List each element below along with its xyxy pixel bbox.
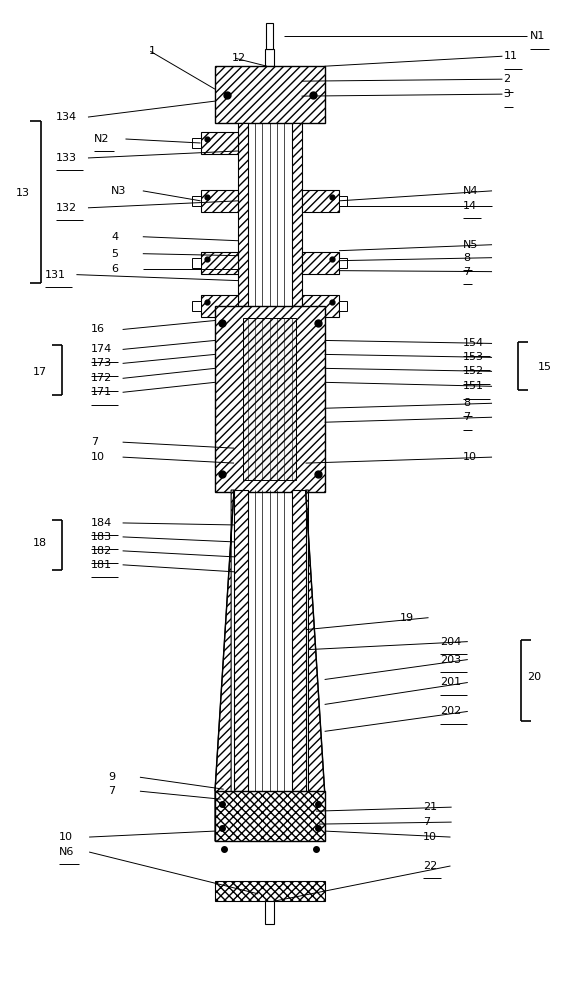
Bar [234,490,248,791]
Text: 21: 21 [423,802,437,812]
Text: 151: 151 [463,381,484,391]
Text: 204: 204 [440,637,461,647]
Text: 11: 11 [503,51,517,61]
Text: 8: 8 [463,253,470,263]
Text: 2: 2 [503,74,511,84]
Text: N6: N6 [59,847,74,857]
Bar [339,196,347,206]
Text: 7: 7 [423,817,430,827]
Text: 131: 131 [45,270,66,280]
Bar [215,66,325,123]
Bar [201,190,238,212]
Text: 10: 10 [423,832,437,842]
Text: 183: 183 [91,532,112,542]
Bar [265,901,274,924]
Bar [215,791,325,841]
Text: N5: N5 [463,240,478,250]
Text: 8: 8 [463,398,470,408]
Text: 10: 10 [463,452,477,462]
Text: 201: 201 [440,677,461,687]
Bar [193,196,201,206]
Text: 173: 173 [91,358,112,368]
Text: 4: 4 [111,232,118,242]
Text: 17: 17 [33,367,47,377]
Text: 132: 132 [56,203,77,213]
Text: 154: 154 [463,338,484,348]
Bar [201,252,238,274]
Text: 13: 13 [16,188,30,198]
Bar [201,132,238,154]
Text: N1: N1 [530,31,545,41]
Text: 5: 5 [111,249,118,259]
Text: 203: 203 [440,655,461,665]
Bar [292,123,302,306]
Bar [243,318,296,480]
Text: 181: 181 [91,560,112,570]
Bar [302,252,339,274]
Text: 12: 12 [232,53,246,63]
Text: 20: 20 [527,672,541,682]
Text: 22: 22 [423,861,437,871]
Bar [201,295,238,317]
Text: 134: 134 [56,112,77,122]
Bar [292,490,306,791]
Text: 172: 172 [91,373,112,383]
Text: 14: 14 [463,201,477,211]
Text: 6: 6 [111,264,118,274]
Text: 10: 10 [59,832,73,842]
Polygon shape [215,490,234,841]
Bar [193,258,201,268]
Text: 3: 3 [503,89,510,99]
Text: 10: 10 [91,452,105,462]
Bar [339,258,347,268]
Polygon shape [306,490,325,841]
Text: 15: 15 [538,362,552,372]
Text: 7: 7 [463,412,470,422]
Bar [302,190,339,212]
Bar [265,49,274,66]
Text: 7: 7 [91,437,98,447]
Text: 153: 153 [463,352,484,362]
Text: 202: 202 [440,706,461,716]
Bar [215,881,325,901]
Bar [238,123,248,306]
Bar [266,23,273,49]
Text: 16: 16 [91,324,105,334]
Bar [302,295,339,317]
Text: 152: 152 [463,366,484,376]
Text: N2: N2 [94,134,109,144]
Text: 9: 9 [108,772,115,782]
Text: 7: 7 [463,267,470,277]
Text: N4: N4 [463,186,478,196]
Text: 184: 184 [91,518,112,528]
Text: 182: 182 [91,546,112,556]
Text: 133: 133 [56,153,77,163]
Text: 18: 18 [33,538,47,548]
Text: 174: 174 [91,344,112,354]
Text: 1: 1 [148,46,155,56]
Bar [215,306,325,492]
Text: 7: 7 [108,786,115,796]
Text: 171: 171 [91,387,112,397]
Text: N3: N3 [111,186,126,196]
Text: 19: 19 [400,613,414,623]
Bar [339,301,347,311]
Bar [193,138,201,148]
Bar [193,301,201,311]
